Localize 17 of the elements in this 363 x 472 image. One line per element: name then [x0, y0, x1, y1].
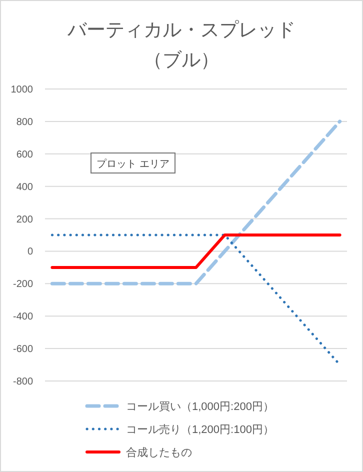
y-tick-label: -600	[12, 344, 34, 356]
y-tick-label: 400	[16, 182, 34, 193]
y-tick-label: -200	[12, 279, 34, 290]
y-tick-label: -400	[12, 312, 34, 323]
y-tick-label: -800	[12, 376, 34, 388]
legend-label: コール買い（1,000円:200円）	[126, 400, 274, 413]
legend-label: 合成したもの	[126, 446, 192, 459]
y-tick-label: 800	[16, 116, 34, 128]
annotation: プロット エリア	[96, 158, 170, 170]
y-tick-label: 600	[16, 149, 34, 160]
y-tick-label: 200	[16, 214, 34, 226]
line-series	[50, 120, 342, 286]
chart-subtitle: （ブル）	[144, 50, 220, 71]
legend-label: コール売り（1,200円:100円）	[126, 422, 274, 436]
y-tick-label: 1000	[10, 84, 34, 96]
y-tick-label: 0	[27, 246, 34, 258]
chart-title: バーティカル・スプレッド	[66, 20, 296, 41]
